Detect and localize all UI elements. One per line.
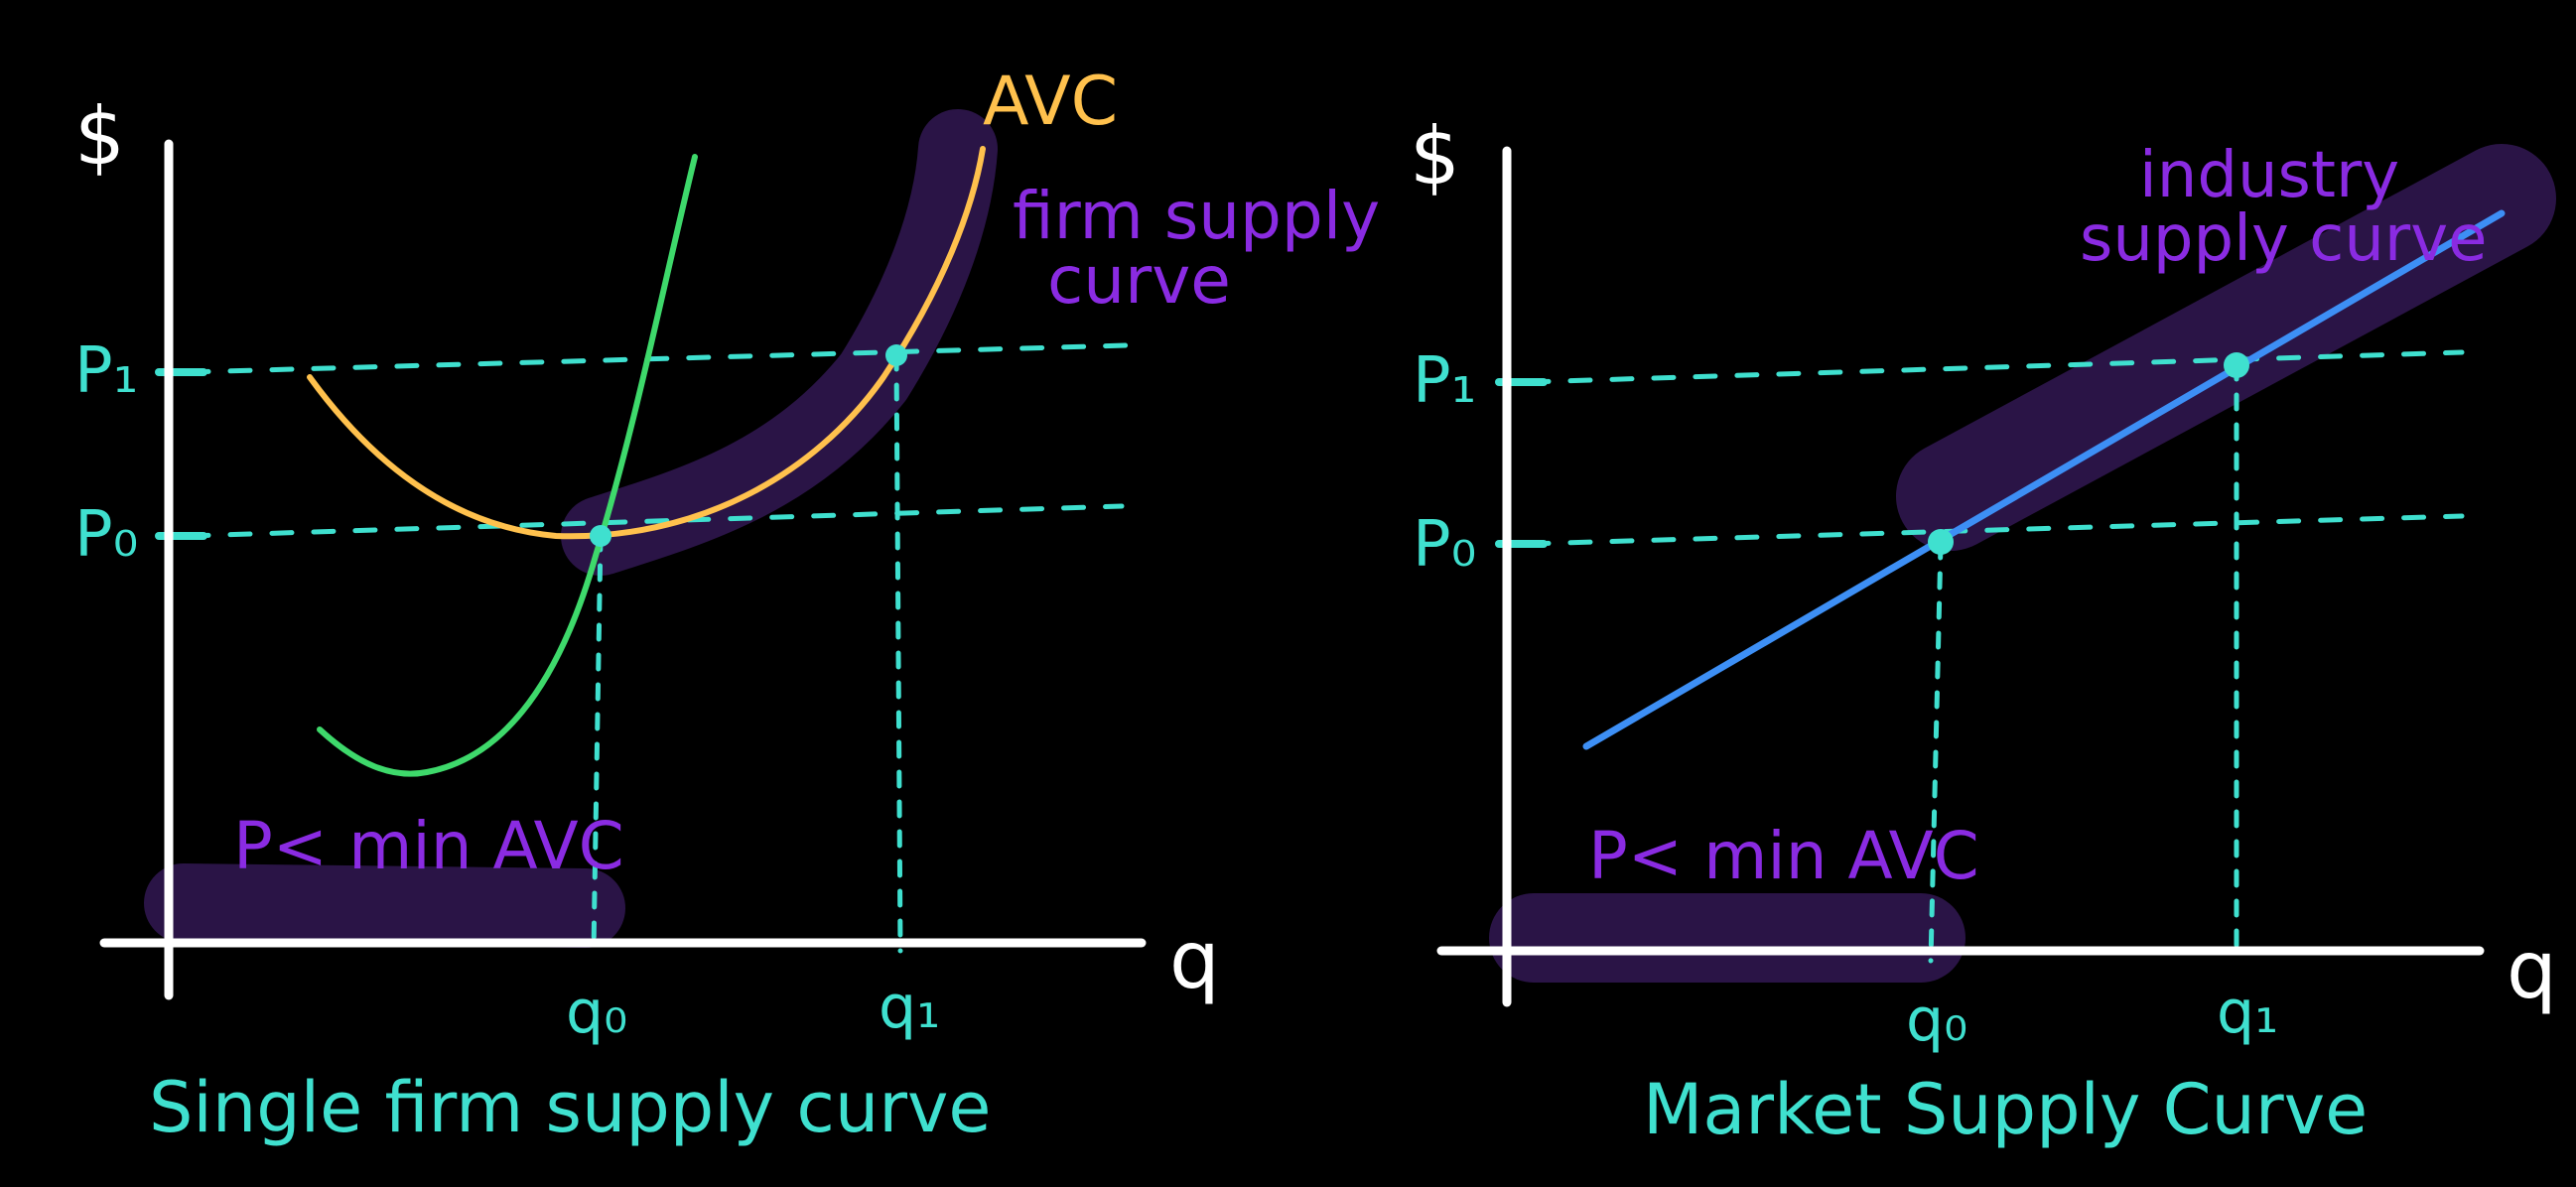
x-axis-label: q <box>2507 924 2557 1016</box>
q0-guide-line <box>591 533 604 954</box>
q0-point <box>1928 529 1954 555</box>
single-firm-panel: $ q P₁ P₀ q₀ q₁ AVC firm supply curve P<… <box>74 63 1380 1148</box>
price-high-label: P₁ <box>1413 344 1476 418</box>
x-axis-label: q <box>1169 914 1220 1006</box>
q0-point <box>590 525 611 547</box>
q0-guide-line <box>1928 541 1944 964</box>
qty-low-label: q₀ <box>1906 986 1967 1055</box>
price-low-label: P₀ <box>74 498 138 572</box>
avc-label: AVC <box>983 63 1118 141</box>
industry-supply-label-line1: industry <box>2139 139 2399 212</box>
panel-caption: Single firm supply curve <box>149 1067 991 1148</box>
p1-guide-line <box>186 342 1130 375</box>
p1-guide-line <box>1526 349 2465 385</box>
shutdown-label: P< min AVC <box>233 808 624 884</box>
y-axis-label: $ <box>1410 110 1460 202</box>
qty-high-label: q₁ <box>2217 978 2278 1047</box>
qty-high-label: q₁ <box>879 973 940 1042</box>
industry-supply-label-line2: supply curve <box>2080 202 2487 276</box>
q1-point <box>2224 352 2249 378</box>
firm-supply-label-line2: curve <box>1047 242 1231 319</box>
price-low-label: P₀ <box>1413 508 1476 582</box>
y-axis-label: $ <box>74 90 125 183</box>
industry-supply-line <box>1582 209 2506 750</box>
p0-guide-line <box>186 503 1125 539</box>
firm-supply-highlight-band <box>561 109 998 576</box>
industry-supply-highlight-band <box>1896 144 2556 551</box>
q1-point <box>885 344 907 366</box>
mc-curve <box>317 154 698 777</box>
q1-guide-line <box>893 352 903 954</box>
p0-guide-line <box>1526 513 2465 547</box>
market-panel: $ q P₁ P₀ q₀ q₁ industry supply curve P<… <box>1410 110 2557 1150</box>
panel-caption: Market Supply Curve <box>1643 1069 2368 1150</box>
qty-low-label: q₀ <box>566 978 627 1047</box>
price-high-label: P₁ <box>74 334 138 408</box>
shutdown-label: P< min AVC <box>1588 818 1979 894</box>
avc-curve <box>307 146 986 540</box>
firm-supply-label-line1: firm supply <box>1013 178 1380 254</box>
shutdown-highlight-band <box>144 863 625 948</box>
